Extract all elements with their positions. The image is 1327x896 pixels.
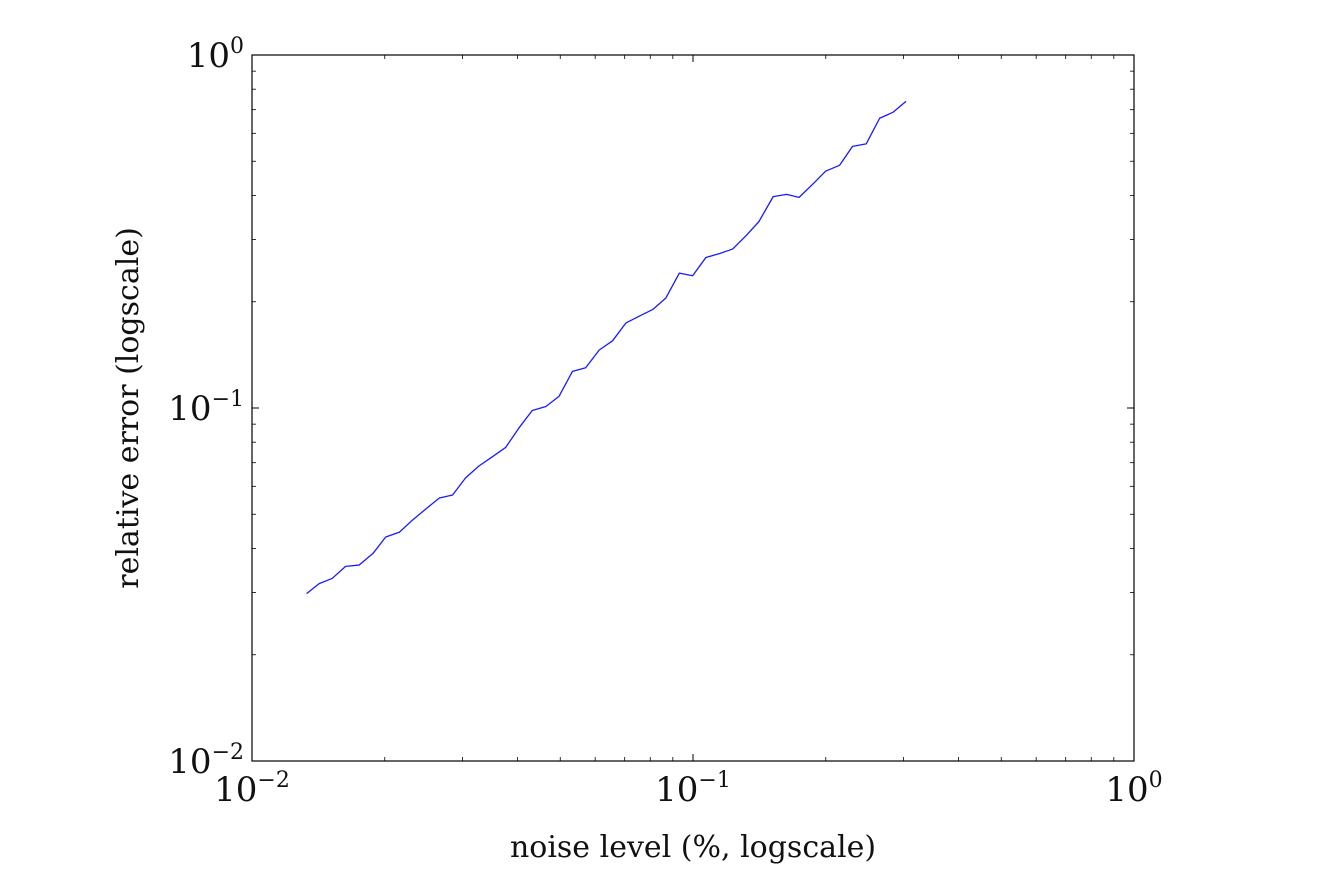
y-tick-exponent: −1	[212, 387, 244, 412]
x-tick-exponent: −1	[698, 768, 730, 793]
y-tick-base: 10	[168, 389, 211, 429]
y-tick-exponent: −2	[212, 740, 244, 765]
x-tick-label: 10−2	[214, 768, 290, 810]
y-axis-label: relative error (logscale)	[111, 227, 146, 589]
y-tick-base: 10	[187, 36, 230, 76]
major-ticks	[251, 54, 1135, 762]
y-tick-exponent: 0	[230, 34, 244, 59]
x-tick-label: 10−1	[655, 768, 731, 810]
x-axis-label: noise level (%, logscale)	[510, 830, 876, 865]
plot-frame	[251, 54, 1135, 762]
y-tick-label: 10−2	[168, 740, 244, 782]
series-layer	[306, 100, 907, 595]
series-line	[306, 100, 907, 595]
x-tick-labels: 10−2 10−1 100	[214, 768, 1162, 810]
minor-ticks	[252, 55, 1134, 761]
y-tick-base: 10	[168, 742, 211, 782]
x-tick-base: 10	[214, 770, 257, 810]
y-tick-label: 100	[187, 34, 244, 76]
x-tick-exponent: −2	[257, 768, 289, 793]
x-tick-exponent: 0	[1149, 768, 1163, 793]
x-tick-base: 10	[1105, 770, 1148, 810]
x-tick-label: 100	[1105, 768, 1162, 810]
x-tick-base: 10	[655, 770, 698, 810]
y-tick-label: 10−1	[168, 387, 244, 429]
